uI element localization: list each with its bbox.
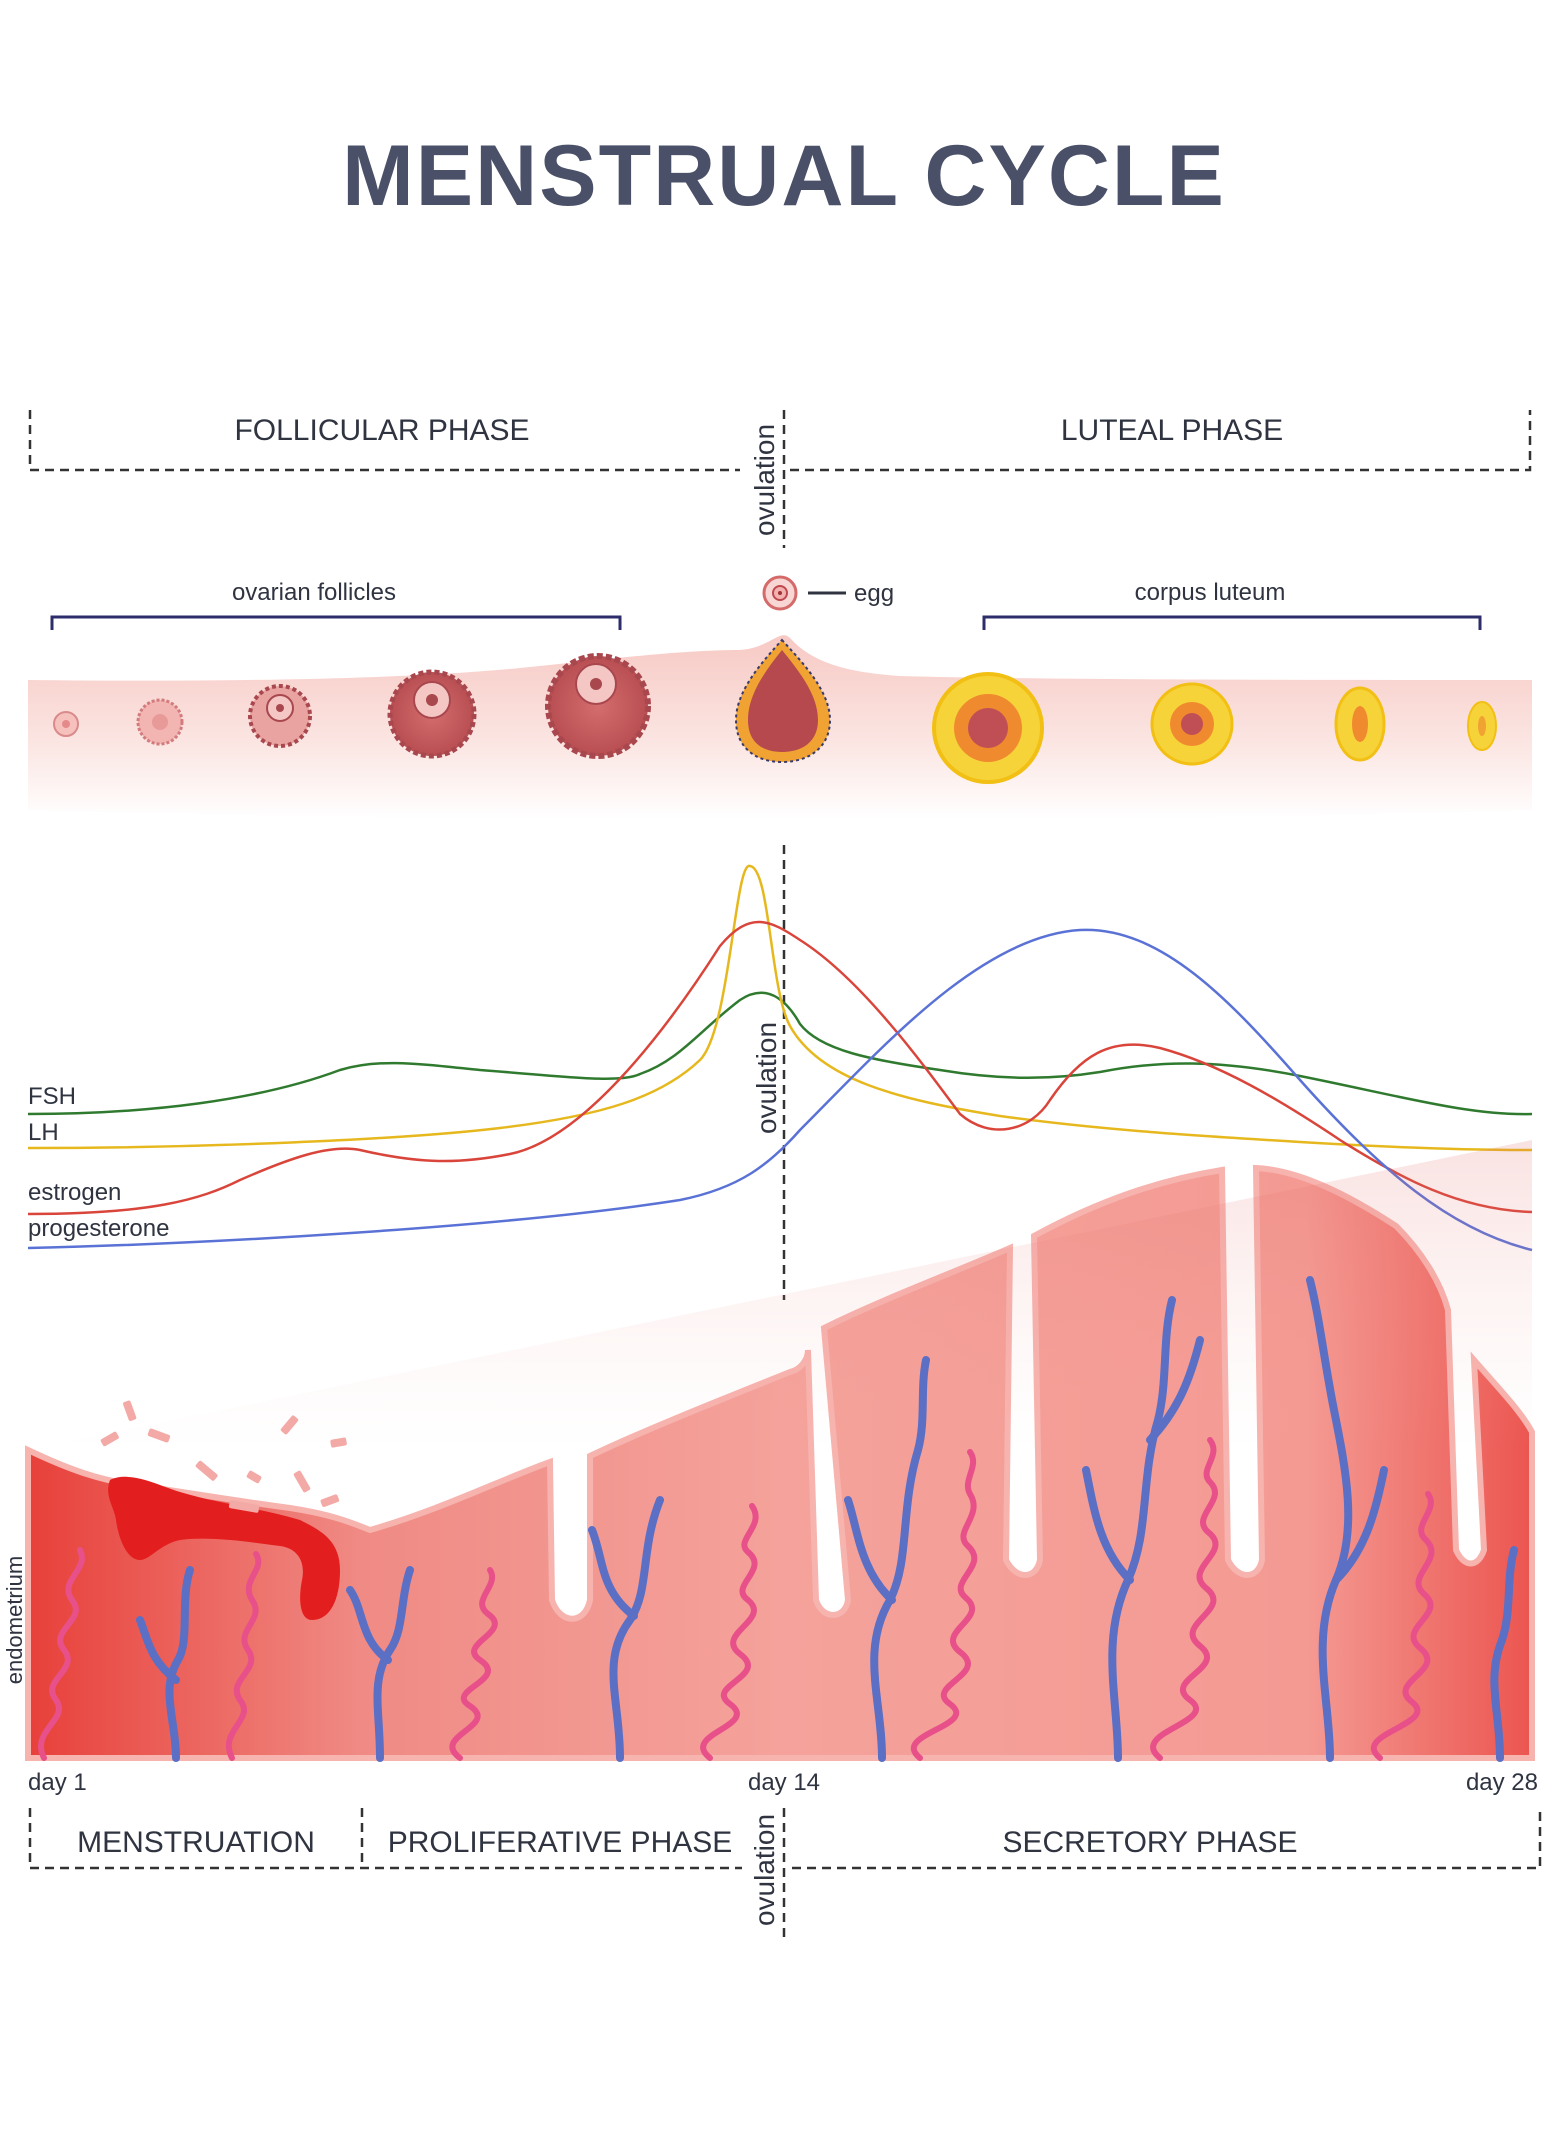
menstruation-proliferative-bracket [28, 1808, 742, 1870]
corpus-luteum-1-icon [932, 672, 1044, 784]
luteal-phase-label: LUTEAL PHASE [1061, 414, 1283, 447]
corpus-luteum-2-icon [1150, 682, 1234, 766]
secretory-bracket [792, 1808, 1542, 1870]
proliferative-phase-label: PROLIFERATIVE PHASE [388, 1826, 733, 1859]
ruptured-follicle-icon [734, 638, 832, 764]
follicular-bracket [28, 410, 740, 472]
lh-label: LH [28, 1119, 59, 1146]
ovulation-label-top: ovulation [749, 424, 780, 536]
endometrium-section: endometrium [2, 1140, 1535, 1762]
fsh-label: FSH [28, 1083, 76, 1110]
ovulation-label-mid: ovulation [751, 1022, 782, 1134]
corpus-luteum-4-icon [1467, 701, 1497, 751]
egg-label: egg [854, 580, 894, 607]
shed-tissue-fragments [100, 1400, 347, 1513]
endometrium-label: endometrium [2, 1556, 27, 1684]
secretory-phase-label: SECRETORY PHASE [1002, 1826, 1297, 1859]
ovary-section: ovarian follicles corpus luteum egg [28, 575, 1532, 819]
menstruation-label: MENSTRUATION [77, 1826, 315, 1859]
follicle-5-icon [545, 653, 651, 759]
follicular-phase-label: FOLLICULAR PHASE [234, 414, 529, 447]
day-14-label: day 14 [748, 1769, 820, 1796]
fsh-curve [27, 991, 1533, 1116]
follicle-4-icon [387, 669, 477, 759]
day-1-label: day 1 [28, 1769, 87, 1796]
ovarian-follicles-label: ovarian follicles [232, 579, 396, 606]
estrogen-curve [27, 920, 1533, 1216]
corpus-bracket [982, 615, 1482, 630]
progesterone-label: progesterone [28, 1215, 169, 1242]
spiral-arteries [38, 1437, 1435, 1761]
egg-icon [762, 575, 798, 611]
day-28-label: day 28 [1466, 1769, 1538, 1796]
bottom-phase-bar: MENSTRUATION PROLIFERATIVE PHASE SECRETO… [28, 1808, 1542, 1940]
follicle-3-icon [248, 684, 312, 748]
tissue-shading [28, 1140, 1532, 1758]
veins [136, 1276, 1518, 1762]
corpus-luteum-3-icon [1334, 686, 1386, 762]
follicle-1-icon [53, 711, 79, 737]
luteal-bracket [790, 410, 1532, 472]
ovulation-label-bottom: ovulation [749, 1814, 780, 1926]
corpus-luteum-label: corpus luteum [1135, 579, 1286, 606]
page-title: MENSTRUAL CYCLE [342, 128, 1226, 224]
follicles-bracket [50, 615, 622, 630]
hormone-chart: ovulation FSH LH estrogen progesterone [27, 845, 1533, 1300]
progesterone-curve [27, 928, 1533, 1252]
lh-curve [27, 864, 1533, 1152]
estrogen-label: estrogen [28, 1179, 121, 1206]
menstrual-blood [108, 1476, 340, 1620]
follicle-2-icon [136, 698, 184, 746]
top-phase-bar: FOLLICULAR PHASE LUTEAL PHASE ovulation [28, 410, 1532, 548]
